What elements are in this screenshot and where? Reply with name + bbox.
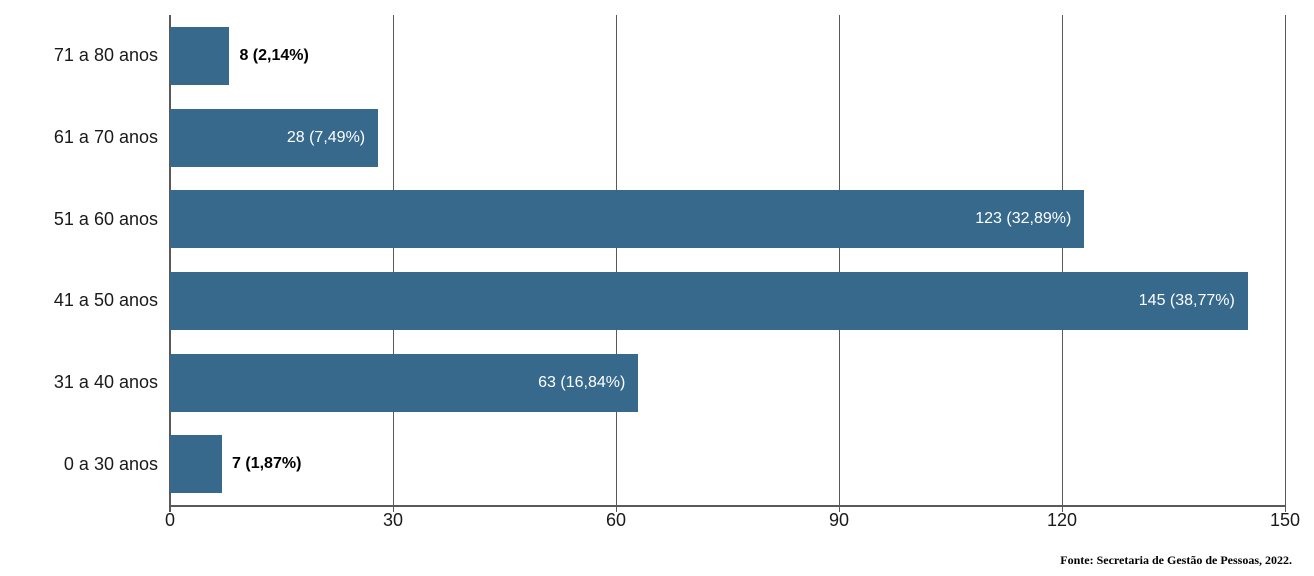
- bar: 7 (1,87%): [170, 435, 301, 494]
- gridline: [839, 15, 840, 505]
- source-note: Fonte: Secretaria de Gestão de Pessoas, …: [1060, 553, 1292, 567]
- data-label: 145 (38,77%): [1138, 291, 1235, 309]
- data-label: 8 (2,14%): [239, 46, 309, 64]
- bar: 145 (38,77%): [170, 271, 1248, 330]
- x-axis-tick-label: 0: [164, 510, 175, 530]
- bar: 123 (32,89%): [170, 190, 1085, 249]
- x-axis-tick-label: 120: [1046, 510, 1078, 530]
- bar: 8 (2,14%): [170, 26, 309, 85]
- gridline: [1285, 15, 1286, 505]
- plot-area: 8 (2,14%) 28 (7,49%) 123 (32,89%) 145 (38,7…: [169, 15, 1286, 512]
- x-axis-tick-label: 30: [382, 510, 404, 530]
- category-label: 51 a 60 anos: [53, 208, 158, 229]
- gridline: [1062, 15, 1063, 505]
- gridline: [616, 15, 617, 505]
- category-label: 41 a 50 anos: [53, 290, 158, 311]
- axis-tick-mark: [616, 505, 617, 512]
- y-axis-line: [169, 15, 171, 512]
- gridline: [393, 15, 394, 505]
- x-axis-tick-label: 90: [828, 510, 850, 530]
- x-axis-line: [169, 505, 1286, 507]
- axis-tick-mark: [170, 505, 171, 512]
- data-label: 7 (1,87%): [232, 455, 302, 473]
- category-label: 71 a 80 anos: [53, 45, 158, 66]
- data-label: 123 (32,89%): [975, 210, 1072, 228]
- category-label: 31 a 40 anos: [53, 371, 158, 392]
- x-axis-tick-label: 60: [605, 510, 627, 530]
- data-label: 63 (16,84%): [538, 373, 626, 391]
- x-axis-tick-label: 150: [1269, 510, 1301, 530]
- bar: 28 (7,49%): [170, 108, 379, 167]
- data-label: 28 (7,49%): [286, 128, 366, 146]
- category-label: 0 a 30 anos: [63, 453, 158, 474]
- category-label: 61 a 70 anos: [53, 126, 158, 147]
- bar: 63 (16,84%): [170, 353, 639, 412]
- axis-tick-mark: [1285, 505, 1286, 512]
- axis-tick-mark: [1062, 505, 1063, 512]
- axis-tick-mark: [393, 505, 394, 512]
- axis-tick-mark: [839, 505, 840, 512]
